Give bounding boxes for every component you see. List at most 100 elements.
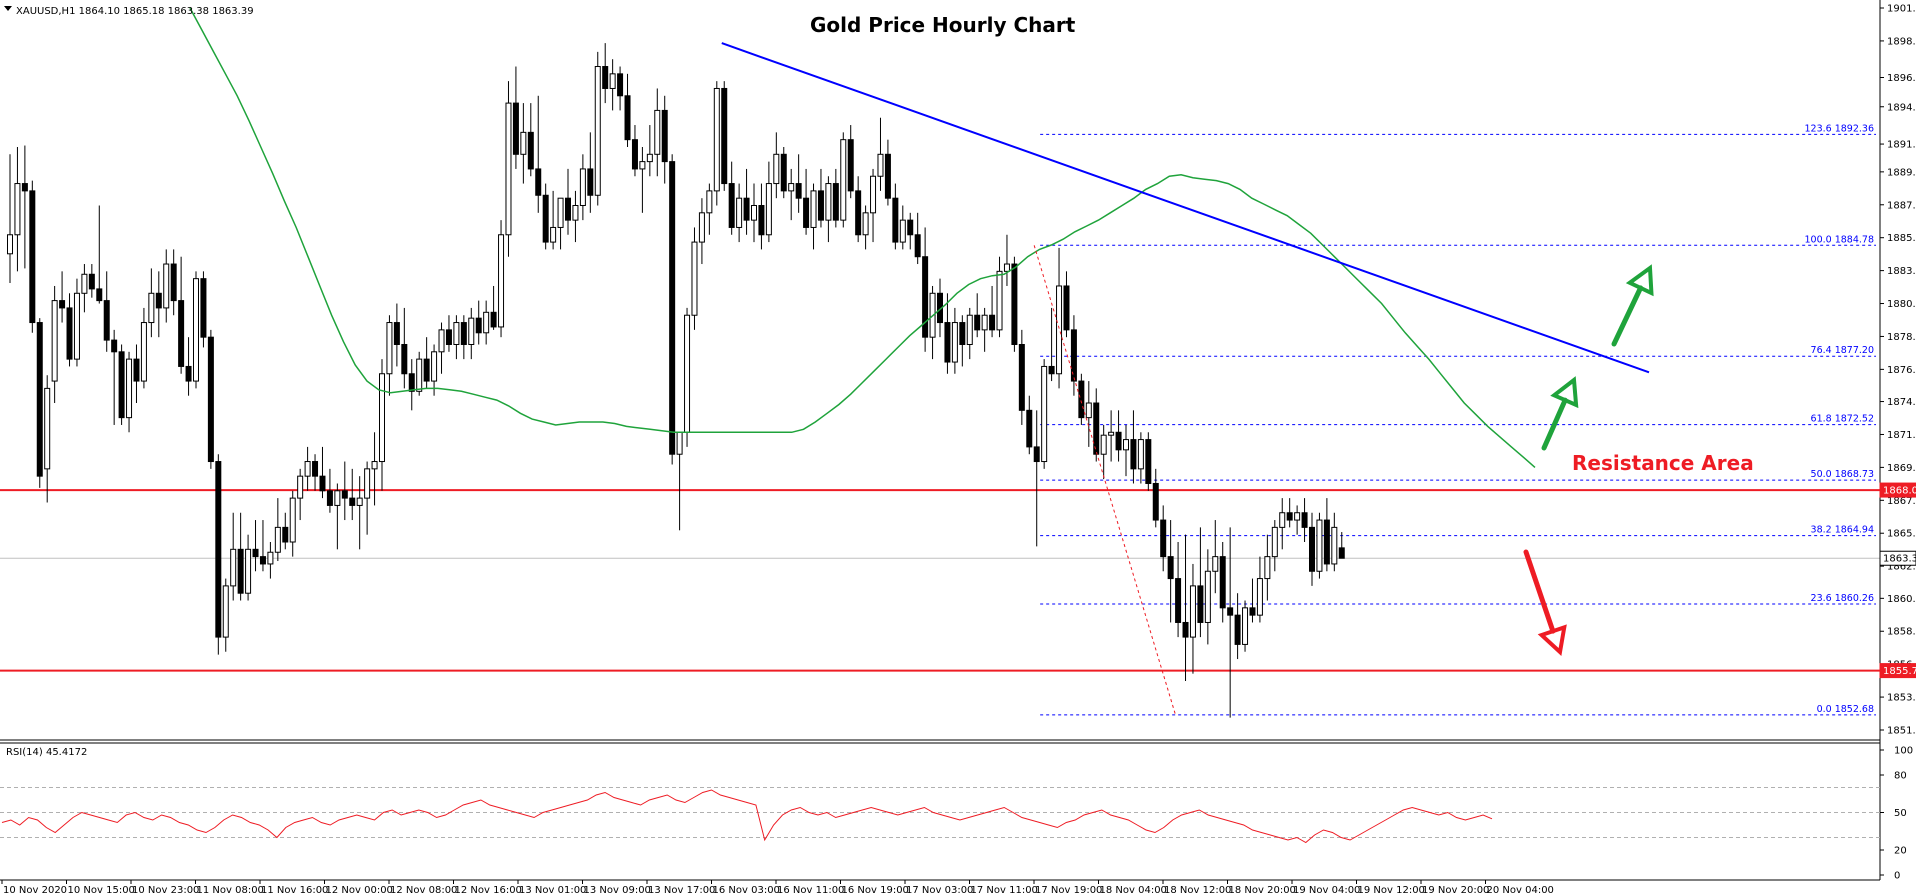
candle-body bbox=[736, 197, 743, 228]
chart-menu-triangle-icon[interactable] bbox=[4, 6, 12, 11]
candle bbox=[951, 307, 958, 374]
time-tick-label: 19 Nov 12:00 bbox=[1358, 885, 1425, 896]
candle-body bbox=[408, 373, 415, 392]
candle bbox=[751, 183, 757, 243]
candle-body bbox=[840, 139, 847, 221]
arrow-head bbox=[1550, 376, 1579, 409]
candle bbox=[639, 146, 646, 213]
candle bbox=[884, 139, 891, 206]
candle bbox=[1108, 410, 1115, 462]
candle bbox=[527, 103, 534, 177]
candle-body bbox=[1331, 526, 1338, 565]
candle-body bbox=[252, 548, 259, 558]
candle bbox=[617, 66, 624, 111]
candle-body bbox=[959, 322, 966, 345]
candle-body bbox=[780, 153, 787, 192]
candle-body bbox=[743, 197, 750, 221]
direction-arrows bbox=[1523, 264, 1654, 656]
candle-body bbox=[96, 288, 103, 302]
candle bbox=[312, 454, 319, 491]
candle bbox=[1123, 424, 1129, 477]
rsi-tick-label: 0 bbox=[1894, 871, 1900, 882]
candle-body bbox=[431, 351, 438, 382]
candle bbox=[922, 227, 929, 352]
candle-body bbox=[349, 497, 356, 506]
candle bbox=[66, 293, 73, 367]
candle-body bbox=[1264, 556, 1271, 580]
candle bbox=[1145, 432, 1152, 491]
candle-body bbox=[416, 358, 423, 392]
candle bbox=[364, 461, 371, 535]
price-tick-label: 1894.25 bbox=[1887, 102, 1916, 113]
candle-body bbox=[483, 311, 490, 334]
candle bbox=[505, 81, 512, 257]
time-tick-label: 10 Nov 15:00 bbox=[68, 885, 135, 896]
candle-body bbox=[520, 131, 527, 155]
candle-body bbox=[453, 322, 460, 345]
candle-body bbox=[386, 322, 393, 375]
candle-body bbox=[773, 153, 780, 185]
candle-body bbox=[237, 548, 244, 594]
candle-body bbox=[319, 475, 326, 492]
candle-body bbox=[1197, 585, 1204, 623]
candle bbox=[282, 512, 289, 550]
candle bbox=[1189, 563, 1196, 674]
candle bbox=[736, 183, 743, 243]
candle-body bbox=[602, 66, 609, 89]
time-tick-label: 10 Nov 2020 bbox=[3, 885, 67, 896]
candle bbox=[349, 468, 356, 521]
candle-body bbox=[684, 314, 691, 433]
price-tag-label: 1855.71 bbox=[1883, 666, 1916, 677]
candle bbox=[780, 146, 787, 199]
candle-body bbox=[1026, 409, 1033, 448]
candle-body bbox=[751, 205, 757, 221]
candle bbox=[460, 315, 467, 360]
candle-body bbox=[1160, 519, 1167, 558]
candle-body bbox=[14, 183, 21, 236]
candle bbox=[832, 168, 839, 228]
candle bbox=[423, 337, 430, 389]
fib-level-label: 0.0 1852.68 bbox=[1817, 704, 1874, 715]
candle bbox=[773, 132, 780, 199]
candle bbox=[445, 315, 452, 352]
candle-body bbox=[1152, 482, 1159, 521]
candle-body bbox=[587, 168, 594, 196]
price-tag bbox=[1879, 663, 1916, 679]
candle bbox=[974, 293, 981, 338]
candle-body bbox=[542, 194, 549, 243]
candle-body bbox=[1108, 431, 1115, 436]
price-tick-label: 1898.75 bbox=[1887, 36, 1916, 47]
candle bbox=[1085, 381, 1092, 447]
candle-body bbox=[1137, 439, 1144, 470]
rsi-tick-label: 80 bbox=[1894, 771, 1907, 782]
time-tick-label: 12 Nov 08:00 bbox=[390, 885, 457, 896]
candle-body bbox=[661, 109, 668, 163]
candle-body bbox=[803, 197, 810, 228]
candle-body bbox=[498, 234, 505, 328]
candle bbox=[520, 103, 527, 184]
candle-body bbox=[1018, 343, 1025, 411]
candle bbox=[684, 307, 691, 447]
candle-body bbox=[148, 292, 155, 324]
candle bbox=[1070, 315, 1077, 396]
candle bbox=[438, 322, 445, 374]
candle bbox=[840, 132, 847, 228]
candle-body bbox=[170, 263, 177, 302]
candle bbox=[237, 512, 244, 601]
candle-body bbox=[29, 190, 36, 324]
candle-body bbox=[914, 234, 921, 258]
candle-body bbox=[1189, 585, 1196, 638]
candle-body bbox=[899, 219, 906, 243]
candle bbox=[743, 168, 750, 235]
time-tick-label: 18 Nov 20:00 bbox=[1229, 885, 1296, 896]
price-tags: 1868.05 1863.39 1855.71 bbox=[1879, 482, 1916, 679]
candle bbox=[1294, 505, 1301, 535]
candle-body bbox=[222, 585, 229, 638]
candle bbox=[230, 512, 237, 601]
candle-body bbox=[1219, 556, 1226, 609]
candlestick-series bbox=[7, 43, 1345, 718]
candle-body bbox=[1063, 285, 1070, 331]
candle bbox=[1219, 542, 1226, 623]
candle bbox=[193, 271, 199, 389]
price-tick-label: 1853.90 bbox=[1887, 693, 1916, 704]
